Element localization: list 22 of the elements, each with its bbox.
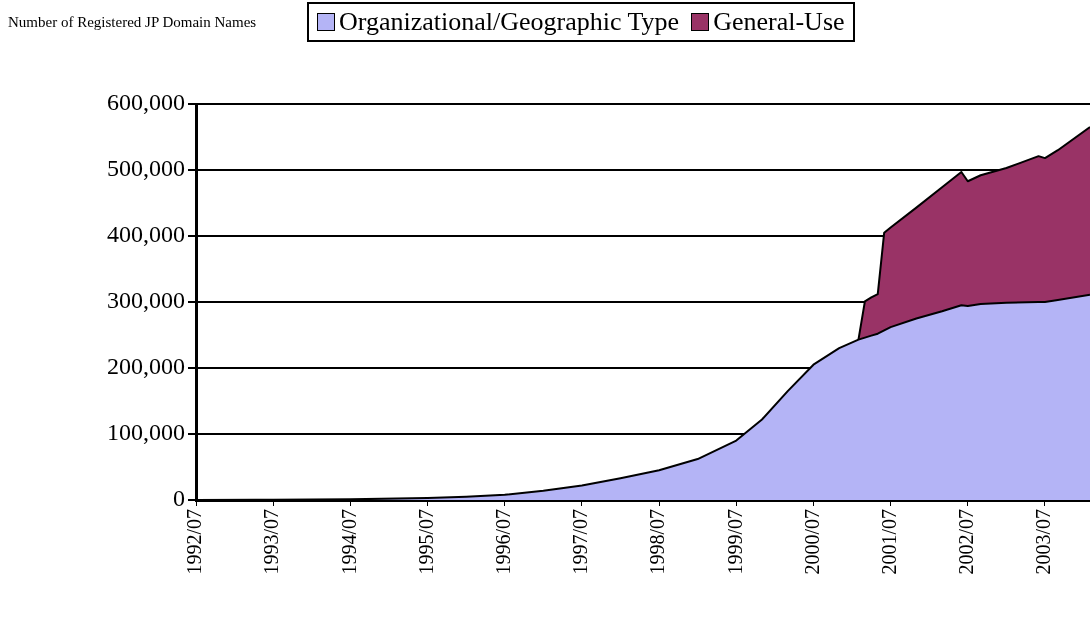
x-tick-label: 2001/07 <box>877 509 900 575</box>
legend-label: General-Use <box>713 6 845 38</box>
y-tick-label: 200,000 <box>107 353 185 380</box>
x-tick-label: 1996/07 <box>491 509 514 575</box>
x-tick-label: 2003/07 <box>1032 509 1055 575</box>
y-tick-label: 0 <box>173 485 185 512</box>
x-tick-label: 1998/07 <box>646 509 669 575</box>
y-tick-label: 400,000 <box>107 221 185 248</box>
x-tick-label: 1995/07 <box>414 509 437 575</box>
y-tick-label: 100,000 <box>107 419 185 446</box>
x-tick-label: 1992/07 <box>183 509 206 575</box>
x-tick-label: 1999/07 <box>723 509 746 575</box>
x-tick-label: 1993/07 <box>260 509 283 575</box>
legend-label: Organizational/Geographic Type <box>339 6 680 38</box>
x-tick-label: 2002/07 <box>955 509 978 575</box>
y-tick-label: 300,000 <box>107 287 185 314</box>
x-tick-label: 2000/07 <box>800 509 823 575</box>
x-tick-label: 1994/07 <box>337 509 360 575</box>
y-tick-label: 500,000 <box>107 155 185 182</box>
y-axis-title: Number of Registered JP Domain Names <box>8 13 258 32</box>
y-tick-label: 600,000 <box>107 89 185 116</box>
x-tick-label: 1997/07 <box>569 509 592 575</box>
